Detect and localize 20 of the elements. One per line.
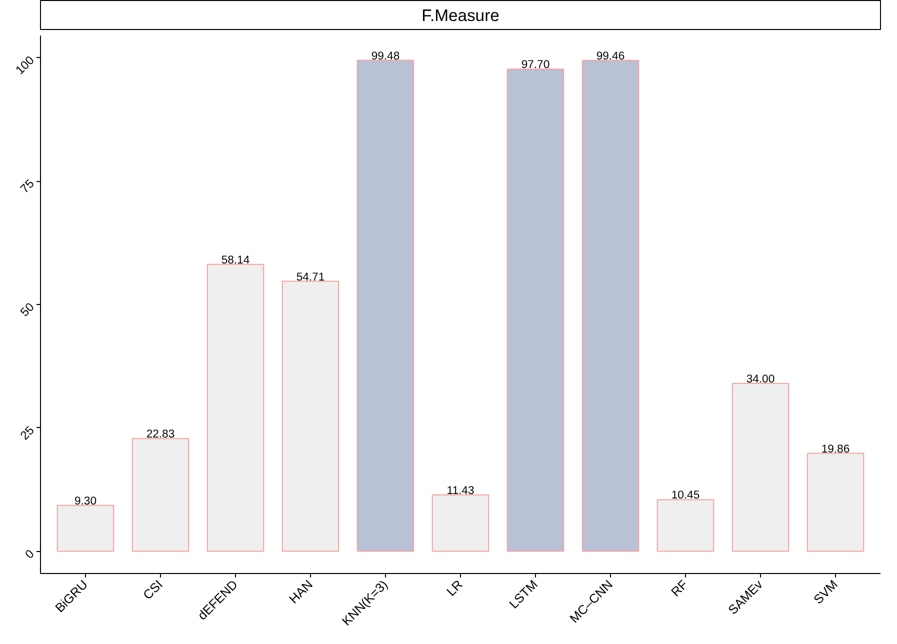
data-label: 34.00: [746, 373, 775, 386]
y-tick-label: 0: [22, 546, 38, 562]
data-label: 19.86: [821, 443, 850, 456]
data-label: 10.45: [671, 490, 700, 502]
y-tick-label: 50: [17, 300, 38, 320]
chart-title: F.Measure: [422, 6, 500, 25]
x-tick-label: RF: [668, 577, 691, 600]
x-tick-label: LR: [444, 578, 466, 599]
y-tick-label: 100: [12, 52, 38, 78]
data-label: 11.43: [446, 484, 474, 497]
data-label: 9.30: [74, 495, 97, 508]
data-label: 22.83: [146, 428, 175, 441]
x-tick-label: CSI: [140, 578, 166, 602]
y-tick-label: 75: [17, 176, 38, 196]
y-tick-label: 25: [17, 423, 38, 443]
data-label: 99.46: [596, 50, 625, 62]
data-label: 97.70: [521, 59, 550, 72]
data-label: 99.48: [371, 50, 400, 62]
data-label: 54.71: [296, 271, 325, 284]
data-label: 58.14: [221, 254, 250, 266]
